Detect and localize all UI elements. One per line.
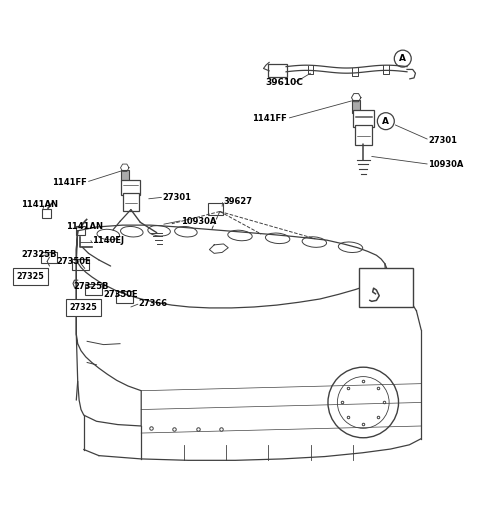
Text: 39627: 39627	[224, 197, 252, 206]
FancyBboxPatch shape	[355, 125, 372, 145]
FancyBboxPatch shape	[116, 292, 133, 303]
FancyBboxPatch shape	[352, 100, 360, 113]
Text: 1141FF: 1141FF	[52, 178, 87, 187]
Text: 10930A: 10930A	[181, 217, 216, 226]
FancyBboxPatch shape	[66, 299, 101, 316]
Text: 27350E: 27350E	[104, 290, 138, 299]
Text: 1141AN: 1141AN	[21, 200, 58, 209]
FancyBboxPatch shape	[76, 226, 85, 235]
FancyBboxPatch shape	[121, 169, 129, 181]
Text: 27301: 27301	[428, 136, 457, 145]
Text: 10930A: 10930A	[428, 161, 464, 169]
Text: 27301: 27301	[162, 193, 192, 203]
Text: 27369: 27369	[370, 272, 402, 281]
FancyBboxPatch shape	[85, 284, 102, 295]
FancyBboxPatch shape	[121, 180, 140, 195]
FancyBboxPatch shape	[72, 258, 89, 270]
FancyBboxPatch shape	[207, 204, 223, 215]
Text: 1140EJ: 1140EJ	[92, 236, 124, 244]
Text: 27325B: 27325B	[21, 250, 57, 259]
Text: 27325: 27325	[17, 272, 45, 281]
FancyBboxPatch shape	[359, 268, 413, 308]
Text: 27325B: 27325B	[73, 282, 108, 291]
Text: A: A	[383, 117, 389, 126]
FancyBboxPatch shape	[42, 209, 51, 218]
Text: 27366: 27366	[139, 299, 168, 308]
Text: 1141FF: 1141FF	[252, 114, 287, 123]
Text: 27325: 27325	[70, 303, 97, 312]
FancyBboxPatch shape	[268, 64, 287, 77]
Text: 27350E: 27350E	[57, 257, 91, 266]
FancyBboxPatch shape	[353, 110, 373, 127]
FancyBboxPatch shape	[13, 268, 48, 285]
Text: A: A	[399, 54, 406, 63]
Text: 39610C: 39610C	[266, 78, 304, 87]
FancyBboxPatch shape	[40, 252, 58, 263]
Text: 1141AN: 1141AN	[66, 222, 103, 231]
FancyBboxPatch shape	[123, 193, 139, 210]
